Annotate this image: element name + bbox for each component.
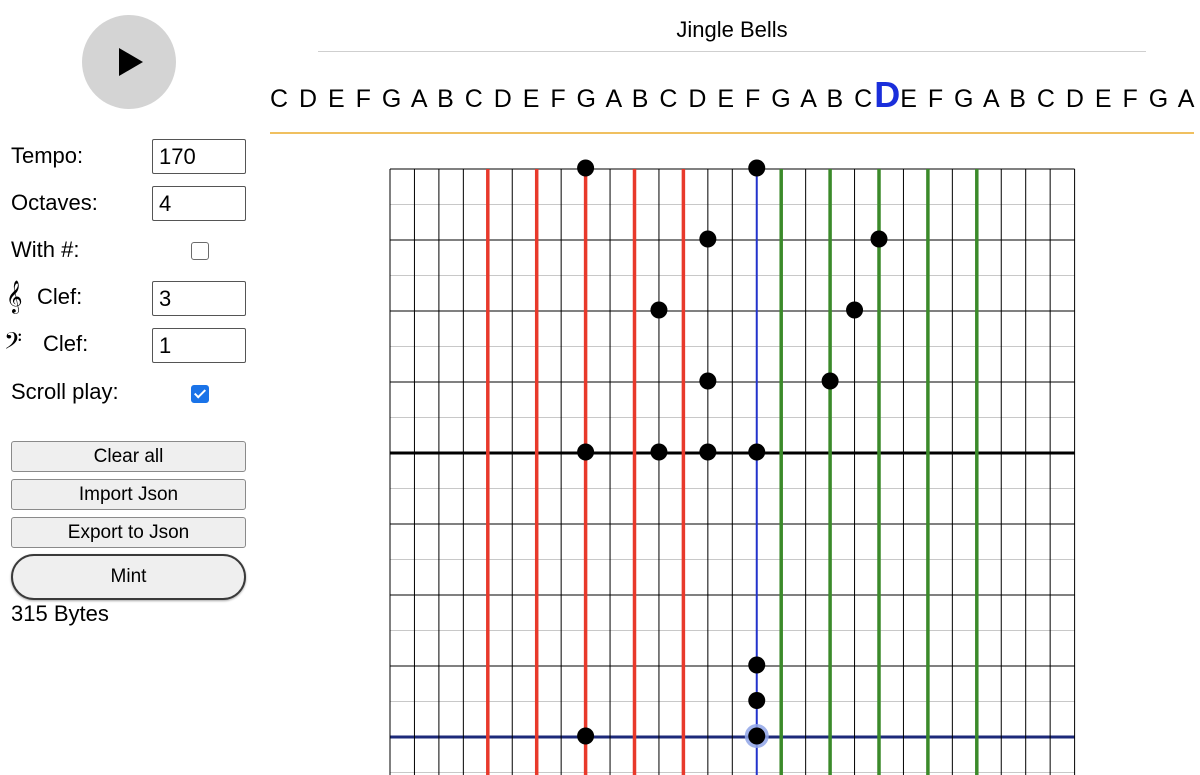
note-strip-current: D (874, 74, 901, 115)
note-dot (577, 727, 595, 745)
octaves-label: Octaves: (11, 190, 98, 215)
note-strip: C D E F G A B C D E F G A B C D E F G A … (270, 77, 1200, 116)
octaves-input[interactable] (152, 186, 246, 221)
sharp-label: With #: (11, 237, 80, 262)
note-strip-before: C D E F G A B C D E F G A B C D E F G A … (270, 85, 875, 113)
note-dot (577, 443, 595, 461)
note-dot (699, 372, 717, 390)
note-dot (748, 656, 766, 674)
treble-clef-icon: 𝄞 (6, 280, 23, 313)
note-strip-after: E F G A B C D E F G A B C (900, 85, 1200, 113)
song-title: Jingle Bells (676, 17, 788, 42)
tempo-input[interactable] (152, 139, 246, 174)
title-divider (318, 51, 1146, 52)
note-dot (748, 727, 766, 745)
size-readout: 315 Bytes (11, 601, 109, 626)
note-dot (699, 443, 717, 461)
note-dot (650, 443, 668, 461)
play-icon (119, 48, 143, 76)
clear-all-button[interactable]: Clear all (11, 441, 246, 472)
treble-clef-input[interactable] (152, 281, 246, 316)
scroll-play-checkbox[interactable] (191, 385, 209, 403)
bass-clef-input[interactable] (152, 328, 246, 363)
note-dot (748, 692, 766, 709)
export-json-button[interactable]: Export to Json (11, 517, 246, 548)
note-dot (699, 230, 717, 248)
scroll-play-label: Scroll play: (11, 379, 119, 404)
note-dot (821, 372, 839, 390)
note-dot (846, 301, 864, 319)
bass-clef-label: Clef: (43, 331, 89, 356)
note-dot (650, 301, 668, 319)
note-dot (748, 159, 766, 177)
strip-divider (270, 132, 1194, 134)
note-dot (577, 159, 595, 177)
note-dot (870, 230, 888, 248)
import-json-button[interactable]: Import Json (11, 479, 246, 510)
mint-button[interactable]: Mint (11, 554, 246, 600)
treble-clef-label: Clef: (37, 284, 83, 309)
sharp-checkbox[interactable] (191, 242, 209, 260)
bass-clef-icon: 𝄢 (4, 327, 23, 360)
play-button[interactable] (82, 15, 176, 109)
note-dot (748, 443, 766, 461)
tempo-label: Tempo: (11, 143, 84, 168)
